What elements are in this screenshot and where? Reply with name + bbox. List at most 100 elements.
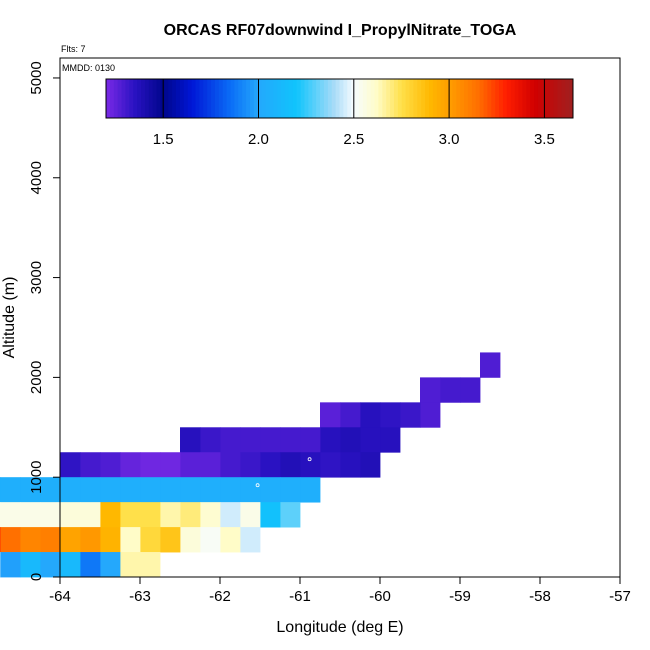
colorbar-swatch — [117, 79, 123, 118]
x-tick-label: -63 — [129, 588, 151, 605]
colorbar-swatch — [246, 79, 251, 118]
colorbar-swatch — [522, 79, 527, 118]
heatmap-cell — [180, 527, 201, 553]
y-tick-label: 5000 — [28, 61, 45, 94]
heatmap-cell — [120, 452, 141, 478]
heatmap-cell — [240, 477, 261, 503]
colorbar-swatch — [211, 79, 216, 118]
colorbar-swatch — [144, 79, 150, 118]
colorbar-swatch — [397, 79, 403, 118]
sample-points — [183, 366, 542, 563]
colorbar-swatch — [537, 79, 543, 118]
heatmap-cell — [100, 527, 121, 553]
colorbar-tick-label: 2.5 — [343, 131, 364, 148]
heatmap-cell — [340, 402, 361, 428]
y-tick-label: 1000 — [28, 461, 45, 494]
heatmap-cell — [60, 477, 81, 503]
colorbar-frame — [105, 78, 574, 119]
heatmap-cell — [120, 552, 141, 578]
heatmap-cell — [120, 527, 141, 553]
heatmap-cell — [80, 452, 101, 478]
colorbar-swatch — [339, 79, 344, 118]
colorbar-swatch — [320, 79, 325, 118]
plot-frame — [59, 57, 621, 578]
colorbar-swatch — [133, 79, 138, 118]
colorbar-swatch — [561, 79, 566, 118]
colorbar-swatch — [226, 79, 232, 118]
colorbar-swatch — [355, 79, 360, 118]
heatmap-cell — [440, 377, 461, 403]
heatmap-cell — [140, 477, 161, 503]
heatmap-cell — [340, 427, 361, 453]
colorbar-swatch — [222, 79, 228, 118]
colorbar-swatch — [109, 79, 115, 118]
colorbar-swatch — [370, 79, 376, 118]
colorbar-swatch — [106, 79, 111, 118]
colorbar-swatch — [277, 79, 282, 118]
colorbar-swatch — [374, 79, 379, 118]
sample-point-marker — [524, 459, 529, 464]
heatmap-cell — [0, 527, 21, 553]
heatmap-cell — [180, 502, 201, 528]
colorbar-swatch — [425, 79, 430, 118]
colorbar-swatch — [557, 79, 562, 118]
colorbar-swatch — [569, 79, 574, 118]
colorbar-swatch — [292, 79, 298, 118]
colorbar-swatch — [230, 79, 235, 118]
colorbar-swatch — [448, 79, 453, 118]
colorbar-swatch — [152, 79, 158, 118]
heatmap-cell — [180, 452, 201, 478]
sample-point-marker — [347, 558, 352, 562]
colorbar-swatch — [312, 79, 317, 118]
y-axis: 0 1000 2000 3000 4000 5000 — [28, 61, 60, 581]
heatmap-cells — [0, 352, 501, 578]
colorbar-swatch — [526, 79, 531, 118]
x-tick-label: -57 — [609, 588, 631, 605]
colorbar-swatch — [242, 79, 247, 118]
colorbar-swatch — [362, 79, 368, 118]
sample-point-marker — [255, 483, 260, 488]
colorbar-swatch — [331, 79, 337, 118]
colorbar-swatch — [129, 79, 134, 118]
heatmap-cell — [0, 552, 21, 578]
colorbar-swatch — [518, 79, 523, 118]
heatmap-cell — [220, 502, 241, 528]
heatmap-cell — [20, 552, 41, 578]
heatmap-cell — [140, 552, 161, 578]
heatmap-cell — [460, 377, 481, 403]
sample-point-marker — [427, 555, 432, 559]
colorbar-swatch — [440, 79, 446, 118]
heatmap-cell — [240, 527, 261, 553]
sample-point-marker — [183, 559, 188, 563]
colorbar-swatch — [409, 79, 414, 118]
heatmap-cell — [420, 377, 441, 403]
heatmap-cell — [360, 427, 381, 453]
colorbar-swatch — [565, 79, 570, 118]
colorbar-swatch — [207, 79, 212, 118]
heatmap-cell — [260, 427, 281, 453]
heatmap-cell — [220, 452, 241, 478]
colorbar-swatch — [234, 79, 239, 118]
colorbar-swatch — [456, 79, 461, 118]
colorbar-swatch — [125, 79, 130, 118]
colorbar-swatch — [323, 79, 329, 118]
heatmap-cell — [280, 477, 301, 503]
colorbar-swatch — [218, 79, 224, 118]
colorbar-swatch — [366, 79, 372, 118]
heatmap-cell — [80, 552, 101, 578]
colorbar-swatch — [187, 79, 193, 118]
heatmap-cell — [200, 427, 221, 453]
colorbar-swatch — [214, 79, 220, 118]
colorbar-swatch — [452, 79, 457, 118]
heatmap-cell — [60, 452, 81, 478]
colorbar-swatch — [191, 79, 197, 118]
colorbar-swatch — [413, 79, 418, 118]
colorbar-swatch — [475, 79, 481, 118]
heatmap-cell — [420, 402, 441, 428]
colorbar-swatch — [121, 79, 126, 118]
colorbar-swatch — [467, 79, 473, 118]
sample-point-marker — [451, 559, 456, 563]
x-tick-label: -62 — [209, 588, 231, 605]
y-tick-label: 0 — [28, 573, 45, 581]
